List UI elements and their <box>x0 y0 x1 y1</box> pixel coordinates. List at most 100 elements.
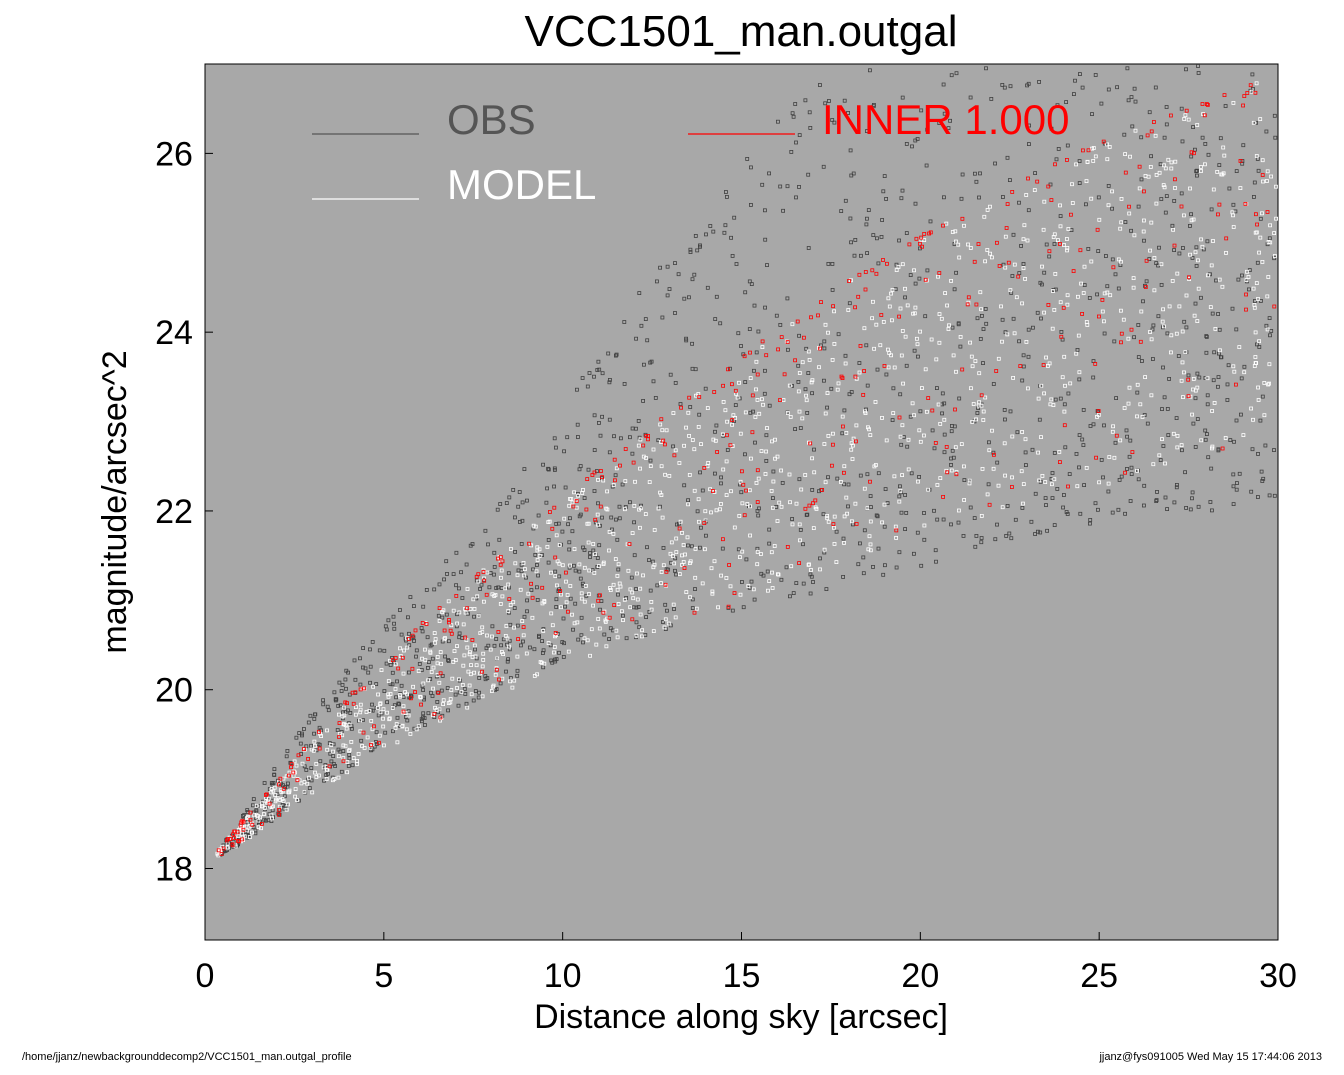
data-point <box>936 274 940 279</box>
data-point <box>723 223 728 228</box>
data-point <box>1040 264 1044 269</box>
data-point <box>728 584 733 589</box>
data-point <box>1069 212 1073 217</box>
data-point <box>492 572 496 577</box>
data-point <box>690 277 695 282</box>
data-point <box>861 571 866 576</box>
data-point <box>1125 66 1130 71</box>
data-point <box>616 562 621 567</box>
data-point <box>388 692 393 696</box>
data-point <box>393 726 398 730</box>
data-point <box>1130 450 1135 455</box>
data-point <box>390 682 395 687</box>
data-point <box>793 358 797 363</box>
data-point <box>430 694 435 698</box>
data-point <box>371 684 376 689</box>
data-point <box>936 402 941 407</box>
data-point <box>1046 302 1051 307</box>
data-point <box>317 746 322 751</box>
data-point <box>1045 528 1049 533</box>
data-point <box>804 346 809 351</box>
data-point <box>267 801 272 806</box>
data-point <box>665 608 669 613</box>
data-point <box>1266 275 1271 279</box>
data-point <box>1099 457 1104 462</box>
data-point <box>842 98 847 103</box>
data-point <box>565 435 570 440</box>
data-point <box>549 658 554 663</box>
data-point <box>882 502 887 507</box>
data-point <box>386 694 391 699</box>
data-point <box>1101 139 1106 144</box>
data-point <box>834 529 839 534</box>
data-point <box>584 584 588 588</box>
data-point <box>1184 67 1188 72</box>
data-point <box>942 432 947 437</box>
data-point <box>894 262 899 267</box>
data-point <box>1012 331 1017 336</box>
data-point <box>1132 233 1137 238</box>
data-point <box>979 540 984 545</box>
data-point <box>733 388 738 393</box>
data-point <box>661 546 666 550</box>
data-point <box>570 529 575 534</box>
data-point <box>540 585 545 590</box>
data-point <box>408 696 413 701</box>
data-point <box>755 372 760 377</box>
data-point <box>585 477 590 482</box>
data-point <box>798 528 803 532</box>
data-point <box>765 569 770 574</box>
data-point <box>512 678 517 683</box>
data-point <box>236 834 241 838</box>
data-point <box>623 507 627 512</box>
data-point <box>1170 223 1175 228</box>
data-point <box>819 300 823 305</box>
data-point <box>684 336 688 341</box>
data-point <box>553 574 558 578</box>
data-point <box>517 490 522 494</box>
data-point <box>881 189 886 194</box>
data-point <box>1172 248 1176 253</box>
data-point <box>840 431 845 436</box>
data-point <box>566 649 571 654</box>
data-point <box>1204 334 1209 339</box>
data-point <box>1161 183 1166 188</box>
data-point <box>740 580 744 584</box>
data-point <box>906 467 911 472</box>
data-point <box>1182 319 1187 324</box>
data-point <box>1256 451 1260 456</box>
data-point <box>582 636 587 641</box>
data-point <box>1080 437 1085 442</box>
data-point <box>408 732 413 736</box>
data-point <box>725 194 729 199</box>
data-point <box>634 620 639 625</box>
data-point <box>1136 323 1141 327</box>
data-point <box>1250 447 1255 452</box>
data-point <box>1202 113 1207 118</box>
data-point <box>279 790 284 794</box>
data-point <box>788 414 793 419</box>
data-point <box>1158 458 1163 463</box>
data-point <box>1106 87 1111 92</box>
data-point <box>535 585 539 590</box>
data-point <box>564 570 568 575</box>
data-point <box>1254 120 1258 125</box>
data-point <box>872 464 877 469</box>
data-point <box>1127 385 1132 390</box>
data-point <box>519 643 523 648</box>
data-point <box>981 327 986 332</box>
x-tick-label: 15 <box>723 957 761 995</box>
data-point <box>1204 350 1209 355</box>
data-point <box>886 296 891 301</box>
data-point <box>767 579 772 583</box>
data-point <box>388 663 393 667</box>
data-point <box>868 519 873 524</box>
data-point <box>880 520 884 525</box>
data-point <box>767 527 772 532</box>
data-point <box>1025 238 1030 243</box>
data-point <box>592 470 597 475</box>
data-point <box>1033 171 1037 176</box>
data-point <box>741 605 746 610</box>
data-point <box>862 326 867 331</box>
data-point <box>1129 95 1134 99</box>
